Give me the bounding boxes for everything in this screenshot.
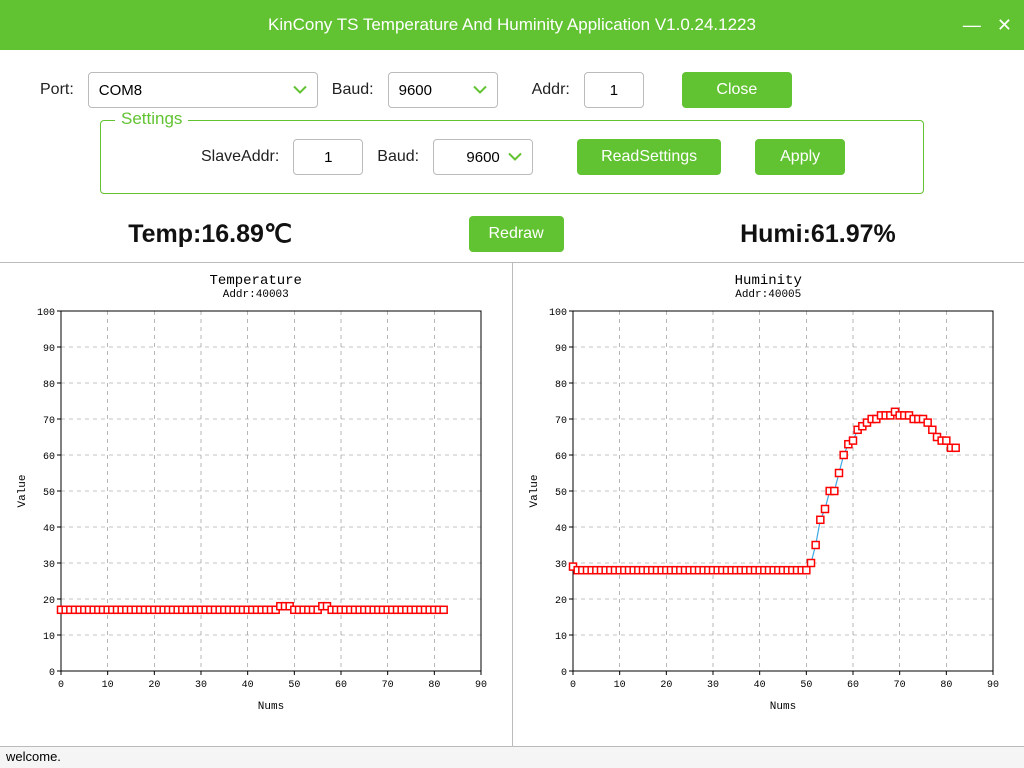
svg-text:60: 60 — [847, 680, 859, 691]
svg-text:50: 50 — [555, 488, 567, 499]
status-bar: welcome. — [0, 746, 1024, 768]
svg-text:50: 50 — [801, 680, 813, 691]
svg-text:Nums: Nums — [258, 701, 284, 713]
settings-baud-value: 9600 — [466, 149, 499, 166]
svg-text:30: 30 — [707, 680, 719, 691]
svg-text:10: 10 — [555, 632, 567, 643]
svg-text:20: 20 — [148, 680, 160, 691]
minimize-icon[interactable]: — — [963, 15, 981, 36]
svg-text:70: 70 — [43, 416, 55, 427]
svg-text:10: 10 — [101, 680, 113, 691]
humi-reading: Humi:61.97% — [740, 220, 896, 249]
svg-text:20: 20 — [661, 680, 673, 691]
addr-label: Addr: — [532, 81, 570, 99]
svg-text:40: 40 — [43, 524, 55, 535]
svg-text:40: 40 — [241, 680, 253, 691]
humi-chart-pane: Huminity Addr:40005 0 10 20 30 40 50 60 70 80 90 1… — [513, 263, 1024, 746]
port-value: COM8 — [99, 82, 142, 99]
close-icon[interactable]: ✕ — [997, 15, 1012, 36]
svg-text:60: 60 — [43, 452, 55, 463]
svg-text:70: 70 — [381, 680, 393, 691]
svg-text:Value: Value — [529, 474, 541, 507]
svg-text:40: 40 — [555, 524, 567, 535]
svg-text:60: 60 — [555, 452, 567, 463]
svg-text:50: 50 — [288, 680, 300, 691]
svg-text:90: 90 — [555, 344, 567, 355]
chevron-down-icon — [473, 82, 487, 99]
charts-area: Temperature Addr:40003 0 10 20 30 40 50 60 70 80… — [0, 262, 1024, 746]
svg-text:80: 80 — [428, 680, 440, 691]
humi-chart: 0 10 20 30 40 50 60 70 80 90 100 0 10 20 30 40 50 60 70 80 9… — [523, 301, 1013, 721]
svg-text:90: 90 — [43, 344, 55, 355]
svg-text:80: 80 — [941, 680, 953, 691]
titlebar: KinCony TS Temperature And Huminity Appl… — [0, 0, 1024, 50]
readings-bar: Temp:16.89℃ Redraw Humi:61.97% — [0, 212, 1024, 262]
addr-value: 1 — [610, 82, 618, 99]
svg-text:60: 60 — [335, 680, 347, 691]
settings-baud-select[interactable]: 9600 — [433, 139, 533, 175]
settings-panel: Settings SlaveAddr: 1 Baud: 9600 ReadSet… — [100, 120, 924, 194]
temp-chart-title: Temperature — [6, 273, 506, 289]
humi-chart-title: Huminity — [519, 273, 1019, 289]
chevron-down-icon — [508, 149, 522, 166]
svg-text:50: 50 — [43, 488, 55, 499]
svg-text:100: 100 — [549, 308, 567, 319]
slaveaddr-value: 1 — [324, 149, 332, 166]
temp-chart-subtitle: Addr:40003 — [6, 289, 506, 301]
svg-text:70: 70 — [555, 416, 567, 427]
baud-select[interactable]: 9600 — [388, 72, 498, 108]
chevron-down-icon — [293, 82, 307, 99]
svg-text:0: 0 — [58, 680, 64, 691]
svg-text:100: 100 — [37, 308, 55, 319]
settings-baud-label: Baud: — [377, 148, 419, 166]
status-text: welcome. — [6, 749, 61, 764]
svg-text:0: 0 — [570, 680, 576, 691]
svg-text:0: 0 — [49, 668, 55, 679]
temp-reading: Temp:16.89℃ — [128, 219, 292, 249]
svg-text:Value: Value — [17, 474, 29, 507]
settings-legend: Settings — [115, 109, 188, 129]
svg-text:80: 80 — [555, 380, 567, 391]
svg-text:30: 30 — [555, 560, 567, 571]
svg-text:40: 40 — [754, 680, 766, 691]
svg-text:70: 70 — [894, 680, 906, 691]
baud-label: Baud: — [332, 81, 374, 99]
baud-value: 9600 — [399, 82, 432, 99]
slaveaddr-input[interactable]: 1 — [293, 139, 363, 175]
svg-text:20: 20 — [555, 596, 567, 607]
svg-text:30: 30 — [43, 560, 55, 571]
temp-chart-pane: Temperature Addr:40003 0 10 20 30 40 50 60 70 80… — [0, 263, 513, 746]
apply-button[interactable]: Apply — [755, 139, 845, 175]
temp-chart: 0 10 20 30 40 50 60 70 80 90 100 0 10 20 30 40 50 60 70 80 9… — [11, 301, 501, 721]
humi-chart-subtitle: Addr:40005 — [519, 289, 1019, 301]
port-select[interactable]: COM8 — [88, 72, 318, 108]
window-title: KinCony TS Temperature And Huminity Appl… — [268, 15, 756, 35]
addr-input[interactable]: 1 — [584, 72, 644, 108]
svg-text:10: 10 — [43, 632, 55, 643]
read-settings-button[interactable]: ReadSettings — [577, 139, 721, 175]
close-button[interactable]: Close — [682, 72, 792, 108]
port-label: Port: — [40, 81, 74, 99]
svg-text:90: 90 — [987, 680, 999, 691]
svg-text:0: 0 — [561, 668, 567, 679]
svg-text:80: 80 — [43, 380, 55, 391]
redraw-button[interactable]: Redraw — [469, 216, 564, 252]
svg-text:10: 10 — [614, 680, 626, 691]
slaveaddr-label: SlaveAddr: — [201, 148, 279, 166]
svg-text:90: 90 — [475, 680, 487, 691]
svg-text:20: 20 — [43, 596, 55, 607]
svg-text:30: 30 — [195, 680, 207, 691]
svg-text:Nums: Nums — [770, 701, 796, 713]
